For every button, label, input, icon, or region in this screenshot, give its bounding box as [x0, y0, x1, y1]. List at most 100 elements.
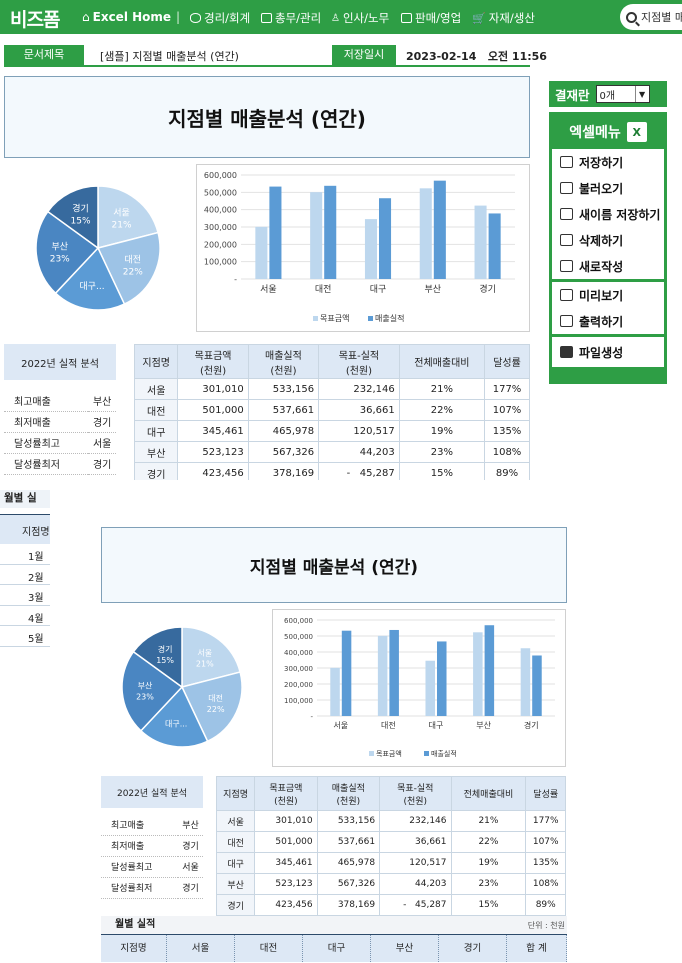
- table-cell: 36,661: [379, 831, 452, 853]
- pie-slice: [35, 210, 100, 295]
- preview-button[interactable]: 미리보기: [552, 282, 664, 308]
- column-header: 전체매출대비: [450, 776, 527, 811]
- pie-label: 대전: [208, 693, 223, 703]
- table-cell: - 45,287: [318, 462, 400, 480]
- table-row: 경기 423,456 378,169- 45,287 15% 89%: [215, 894, 566, 916]
- bar: [532, 655, 542, 716]
- nav-excel-home[interactable]: ⌂ Excel Home: [82, 10, 171, 24]
- print-button[interactable]: 출력하기: [552, 308, 664, 334]
- summary-table-top: 2022년 실적 분석 최고매출 부산 최저매출 경기 달성률최고 서울 달성률최저 경…: [4, 344, 116, 475]
- bar: [364, 219, 377, 279]
- pie-slice: [54, 246, 126, 311]
- pie-label: 경기: [72, 203, 89, 215]
- table-cell: 120,517: [379, 852, 452, 874]
- pie-slice: [121, 650, 184, 732]
- table-cell: 465,978: [316, 852, 381, 874]
- approval-bar: 결재란 0개 ▼: [549, 81, 667, 107]
- table-cell: 177%: [484, 378, 530, 400]
- search-box[interactable]: 지점별 매: [620, 4, 682, 30]
- home-icon: ⌂: [82, 10, 90, 24]
- nav-production[interactable]: 🛒 자재/생산: [472, 10, 535, 26]
- table-cell: 경기: [134, 462, 179, 480]
- search-text: 지점별 매: [641, 11, 682, 24]
- column-header: 목표금액 (천원): [254, 776, 318, 811]
- pie-slice: [97, 185, 159, 249]
- summary-label: 최고매출: [101, 814, 179, 836]
- y-tick-label: 400,000: [204, 206, 237, 215]
- table-cell: 301,010: [177, 378, 249, 400]
- bar-chart-bottom: 600,000 500,000 400,000 300,000 200,000 100,0…: [284, 617, 555, 758]
- bizform-logo[interactable]: 비즈폼: [10, 9, 60, 31]
- bar: [269, 186, 282, 279]
- menu-label: 파일생성: [579, 345, 624, 360]
- pie-chart-bottom: 서울 21% 대전 22% 대구... 부산 23% 경기 15%: [121, 626, 243, 748]
- table-cell: 89%: [525, 894, 566, 916]
- create-file-button[interactable]: 파일생성: [552, 337, 664, 367]
- nav-label: 총무/관리: [275, 11, 322, 25]
- summary-value: 서울: [88, 432, 116, 454]
- nav-label: 자재/생산: [488, 11, 535, 25]
- legend-label: 매출실적: [431, 749, 457, 758]
- column-header: 달성률: [484, 344, 530, 379]
- pie-label: 대전: [125, 254, 142, 265]
- table-cell: 22%: [398, 399, 486, 421]
- pie-pct-label: 15%: [156, 656, 174, 665]
- new-doc-icon: [560, 260, 573, 272]
- pie-pct-label: 21%: [112, 221, 132, 231]
- monthly-column-header: 합 계: [507, 935, 567, 962]
- table-cell: 177%: [525, 810, 566, 832]
- menu-label: 출력하기: [579, 314, 624, 329]
- column-header: 목표금액 (천원): [177, 344, 249, 379]
- bar: [341, 630, 352, 716]
- summary-label: 달성률최고: [101, 856, 179, 878]
- table-cell: 108%: [484, 441, 530, 463]
- table-cell: 대전: [134, 399, 179, 421]
- table-cell: 19%: [450, 852, 527, 874]
- save-button[interactable]: 저장하기: [552, 149, 664, 175]
- nav-sales[interactable]: 판매/영업: [401, 10, 461, 26]
- month-row: 3월: [0, 585, 50, 606]
- summary-value: 부산: [88, 390, 116, 412]
- monthly-partial-header: 지점명: [0, 514, 50, 544]
- table-cell: 135%: [525, 852, 566, 874]
- excel-menu-panel: 엑셀메뉴 X 저장하기 불러오기 새이름 저장하기 삭제하기 새로작성 미리보기…: [549, 112, 667, 384]
- menu-group-print: 미리보기 출력하기: [552, 282, 664, 334]
- menu-label: 새로작성: [579, 259, 624, 274]
- summary-row: 달성률최고 서울: [4, 432, 116, 454]
- cart-icon: 🛒: [472, 11, 486, 25]
- table-cell: 15%: [398, 462, 486, 480]
- bar: [488, 213, 501, 279]
- menu-label: 새이름 저장하기: [579, 207, 661, 222]
- pie-slice: [132, 626, 183, 689]
- table-row: 서울 301,010 533,156 232,146 21% 177%: [215, 810, 566, 832]
- nav-hr[interactable]: ♙ 인사/노무: [331, 10, 389, 26]
- table-cell: 120,517: [318, 420, 400, 442]
- menu-label: 저장하기: [579, 155, 624, 170]
- monthly-header-row: 지점명 서울 대전 대구 부산 경기 합 계: [101, 934, 567, 962]
- table-cell: 537,661: [316, 831, 381, 853]
- saved-value: 2023-02-14 오전 11:56: [406, 50, 547, 63]
- nav-accounting[interactable]: 경리/회계: [190, 10, 250, 26]
- monthly-column-header: 대전: [235, 935, 303, 962]
- approval-select[interactable]: 0개 ▼: [595, 85, 650, 103]
- y-tick-label: 600,000: [204, 171, 237, 180]
- delete-button[interactable]: 삭제하기: [552, 227, 664, 253]
- nav-label: 인사/노무: [342, 11, 390, 25]
- pie-pct-label: 21%: [196, 660, 214, 669]
- nav-admin[interactable]: 총무/관리: [261, 10, 321, 26]
- table-cell: 부산: [215, 873, 256, 895]
- approval-label: 결재란: [555, 87, 590, 103]
- monthly-partial: 월별 실 지점명 1월2월3월4월5월6월: [0, 490, 50, 652]
- table-row: 대전 501,000 537,661 36,661 22% 107%: [215, 831, 566, 853]
- bar: [437, 641, 447, 716]
- bar-chart-bottom-frame: 600,000 500,000 400,000 300,000 200,000 100,0…: [272, 609, 566, 767]
- column-header: 목표-실적 (천원): [318, 344, 400, 379]
- save-as-button[interactable]: 새이름 저장하기: [552, 201, 664, 227]
- monitor-icon: [560, 289, 573, 301]
- folder-icon: [560, 346, 573, 358]
- x-tick-label: 경기: [524, 720, 539, 730]
- load-button[interactable]: 불러오기: [552, 175, 664, 201]
- new-button[interactable]: 새로작성: [552, 253, 664, 279]
- nav-label: 판매/영업: [415, 11, 462, 25]
- data-table-top: 지점명 목표금액 (천원) 매출실적 (천원) 목표-실적 (천원) 전체매출대비 달성률…: [134, 344, 530, 480]
